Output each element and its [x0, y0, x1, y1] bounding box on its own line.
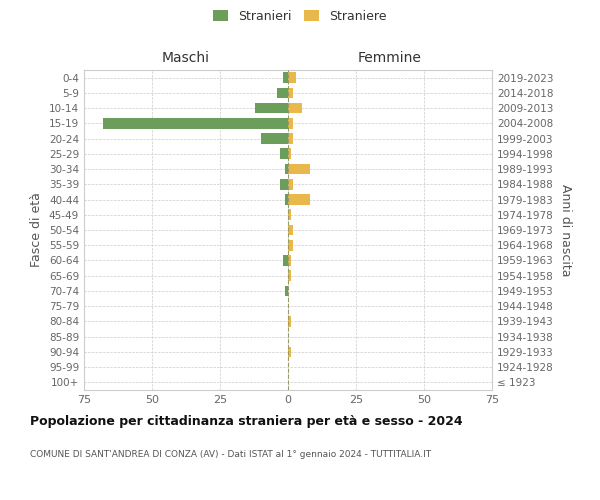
Bar: [285, 194, 288, 205]
Bar: [288, 224, 293, 235]
Bar: [280, 179, 288, 190]
Bar: [288, 164, 310, 174]
Text: COMUNE DI SANT'ANDREA DI CONZA (AV) - Dati ISTAT al 1° gennaio 2024 - TUTTITALIA: COMUNE DI SANT'ANDREA DI CONZA (AV) - Da…: [30, 450, 431, 459]
Bar: [288, 240, 293, 250]
Bar: [288, 148, 291, 159]
Bar: [288, 316, 291, 327]
Bar: [261, 133, 288, 144]
Bar: [288, 103, 302, 114]
Bar: [288, 133, 293, 144]
Bar: [256, 103, 288, 114]
Text: Popolazione per cittadinanza straniera per età e sesso - 2024: Popolazione per cittadinanza straniera p…: [30, 415, 463, 428]
Bar: [103, 118, 288, 128]
Bar: [288, 346, 291, 357]
Bar: [288, 179, 293, 190]
Bar: [288, 210, 291, 220]
Bar: [283, 72, 288, 83]
Bar: [283, 255, 288, 266]
Text: Maschi: Maschi: [162, 51, 210, 65]
Bar: [288, 270, 291, 281]
Text: Femmine: Femmine: [358, 51, 422, 65]
Bar: [288, 88, 293, 98]
Bar: [288, 194, 310, 205]
Bar: [277, 88, 288, 98]
Bar: [288, 118, 293, 128]
Bar: [285, 164, 288, 174]
Y-axis label: Anni di nascita: Anni di nascita: [559, 184, 572, 276]
Y-axis label: Fasce di età: Fasce di età: [31, 192, 43, 268]
Bar: [288, 255, 291, 266]
Legend: Stranieri, Straniere: Stranieri, Straniere: [209, 6, 391, 26]
Bar: [285, 286, 288, 296]
Bar: [288, 72, 296, 83]
Bar: [280, 148, 288, 159]
